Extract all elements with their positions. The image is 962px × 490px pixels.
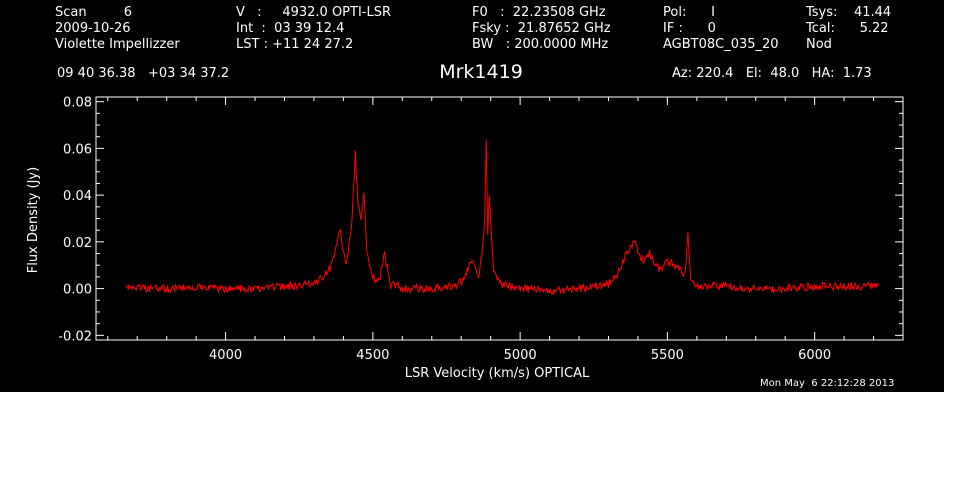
x-tick-label: 4500 xyxy=(356,348,389,363)
header-col-scan: Scan 6 2009-10-26 Violette Impellizzer xyxy=(55,5,180,53)
x-tick-label: 5500 xyxy=(651,348,684,363)
header-lst: LST : +11 24 27.2 xyxy=(236,37,354,52)
header-coords: 09 40 36.38 +03 34 37.2 xyxy=(57,66,230,81)
header-bw: BW : 200.0000 MHz xyxy=(472,37,609,52)
header-col-freq: F0 : 22.23508 GHz Fsky : 21.87652 GHz BW… xyxy=(472,5,611,53)
y-tick-label: 0.00 xyxy=(63,283,92,298)
header-project: AGBT08C_035_20 xyxy=(663,37,779,52)
header-date: 2009-10-26 xyxy=(55,21,131,36)
header-az-el-ha: Az: 220.4 El: 48.0 HA: 1.73 xyxy=(672,66,872,81)
spectrum-chart: 4000 4500 5000 5500 6000 -0.02 0.00 0.02 0.04 0.0… xyxy=(26,96,904,381)
x-axis-title: LSR Velocity (km/s) OPTICAL xyxy=(405,366,590,381)
header-col-tsys: Tsys: 41.44 Tcal: 5.22 Nod xyxy=(806,5,891,53)
spectrum-trace xyxy=(125,139,880,295)
y-tick-label: 0.04 xyxy=(63,189,92,204)
x-tick-label: 4000 xyxy=(209,348,242,363)
y-tick-label: 0.06 xyxy=(63,142,92,157)
header-observer: Violette Impellizzer xyxy=(55,37,180,52)
y-axis-title: Flux Density (Jy) xyxy=(26,167,41,273)
x-tick-label: 6000 xyxy=(798,348,831,363)
y-tick-label: 0.02 xyxy=(63,236,92,251)
header-col-pol: Pol: I IF : 0 AGBT08C_035_20 xyxy=(663,5,779,53)
y-tick-label: 0.08 xyxy=(63,96,92,111)
header-fsky: Fsky : 21.87652 GHz xyxy=(472,21,611,36)
header-int: Int : 03 39 12.4 xyxy=(236,21,345,36)
x-tick-label: 5000 xyxy=(504,348,537,363)
header-velocity: V : 4932.0 OPTI-LSR xyxy=(236,5,392,20)
header-mode: Nod xyxy=(806,37,832,52)
y-tick-label: -0.02 xyxy=(58,329,92,344)
header-scan: Scan 6 xyxy=(55,5,133,20)
plot-panel: Scan 6 2009-10-26 Violette Impellizzer V… xyxy=(0,0,944,392)
header-col-velocity: V : 4932.0 OPTI-LSR Int : 03 39 12.4 LST… xyxy=(236,5,391,53)
plot-frame xyxy=(95,96,904,341)
header-tcal: Tcal: 5.22 xyxy=(806,21,889,36)
header-tsys: Tsys: 41.44 xyxy=(806,5,892,20)
header-f0: F0 : 22.23508 GHz xyxy=(472,5,606,20)
axis-ticks: 4000 4500 5000 5500 6000 -0.02 0.00 0.02 0.04 0.0… xyxy=(58,96,903,363)
timestamp: Mon May 6 22:12:28 2013 xyxy=(760,378,895,389)
header-if: IF : 0 xyxy=(663,21,716,36)
source-title: Mrk1419 xyxy=(439,61,523,83)
header-pol: Pol: I xyxy=(663,5,715,20)
